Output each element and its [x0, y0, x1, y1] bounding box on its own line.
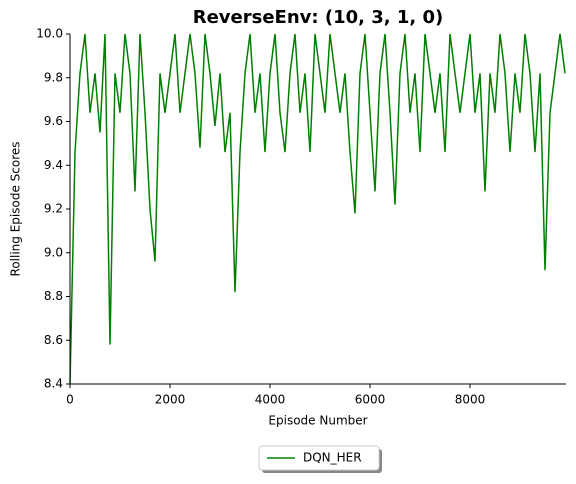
chart-title: ReverseEnv: (10, 3, 1, 0) — [193, 7, 444, 28]
y-tick-label: 9.4 — [44, 158, 63, 172]
y-tick-label: 8.6 — [44, 333, 63, 347]
y-tick-label: 8.4 — [44, 377, 63, 391]
y-tick-label: 10.0 — [36, 27, 63, 41]
y-tick-label: 9.6 — [44, 114, 63, 128]
x-axis-label: Episode Number — [268, 414, 367, 428]
x-tick-label: 2000 — [155, 393, 186, 407]
y-tick-label: 9.8 — [44, 70, 63, 84]
x-tick-label: 0 — [66, 393, 74, 407]
x-tick-label: 8000 — [455, 393, 486, 407]
legend-label: DQN_HER — [303, 451, 362, 465]
y-tick-label: 8.8 — [44, 289, 63, 303]
y-axis-label: Rolling Episode Scores — [9, 142, 23, 277]
legend-box — [258, 445, 380, 471]
line-series — [69, 33, 566, 385]
y-tick-label: 9.2 — [44, 202, 63, 216]
x-tick-label: 4000 — [255, 393, 286, 407]
x-tick-label: 6000 — [355, 393, 386, 407]
y-tick-label: 9.0 — [44, 245, 63, 259]
